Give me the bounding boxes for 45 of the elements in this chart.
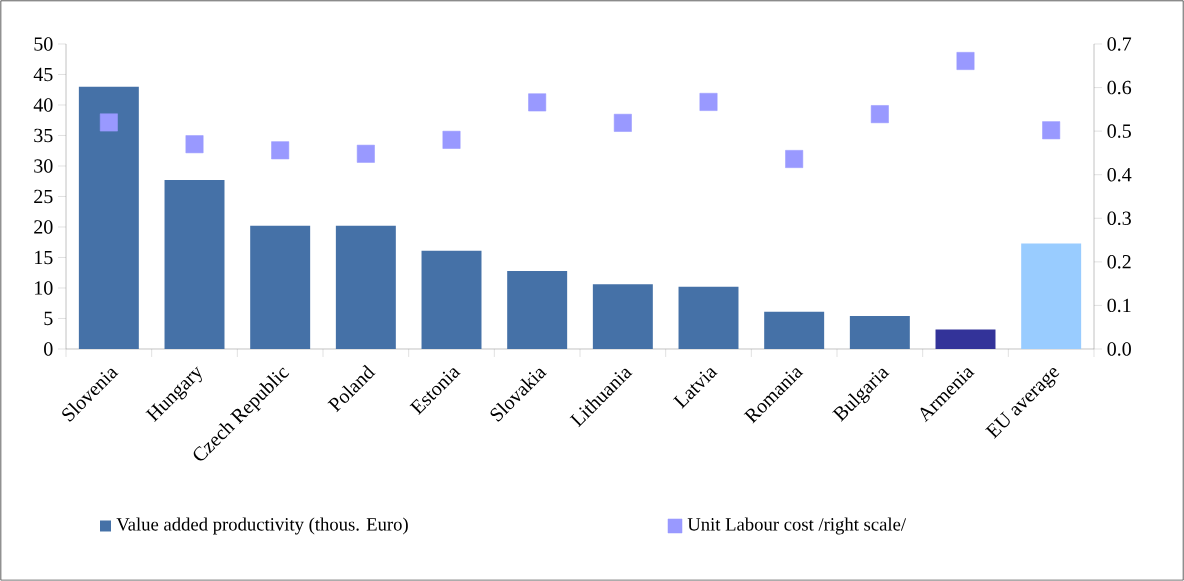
bar [78,86,139,349]
legend-label: Unit Labour cost /right scale/ [687,517,907,535]
y2-tick-label: 0.7 [1107,37,1132,51]
bar [335,225,396,349]
y2-tick-label: 0.0 [1107,342,1131,356]
y-tick-label: 25 [34,189,53,204]
point [613,113,632,132]
point [1042,121,1061,140]
bar [507,270,568,349]
point [956,52,975,70]
y-tick-label: 50 [34,37,53,51]
y-tick-label: 10 [35,281,53,295]
point [528,93,547,112]
bar [592,284,653,349]
y2-tick-label: 0.6 [1107,80,1132,95]
bar [1021,243,1082,349]
point [442,130,461,149]
bar [764,311,825,349]
y-tick-label: 20 [34,220,53,234]
bar [421,250,482,349]
y-tick-label: 15 [35,250,53,265]
bar [849,316,910,349]
point [785,150,804,168]
y-tick-label: 5 [44,311,53,326]
y2-tick-label: 0.5 [1107,124,1131,138]
legend-label: Value added productivity (thous. Euro) [116,517,408,535]
bar [935,329,996,349]
y2-tick-label: 0.3 [1107,211,1131,226]
bar [250,225,311,349]
y-tick-label: 0 [44,342,53,356]
point [699,93,718,111]
y-tick-label: 45 [33,67,53,82]
y-tick-label: 35 [34,128,53,143]
y2-tick-label: 0.1 [1107,298,1131,313]
y2-tick-label: 0.4 [1107,167,1132,182]
point [99,113,118,132]
y2-tick-label: 0.2 [1107,255,1131,269]
y-tick-label: 40 [33,98,53,112]
point [356,144,375,163]
point [185,135,204,154]
point [870,105,889,124]
bar [678,286,739,349]
bar [164,180,225,349]
y-tick-label: 30 [34,159,53,173]
point [271,141,290,160]
